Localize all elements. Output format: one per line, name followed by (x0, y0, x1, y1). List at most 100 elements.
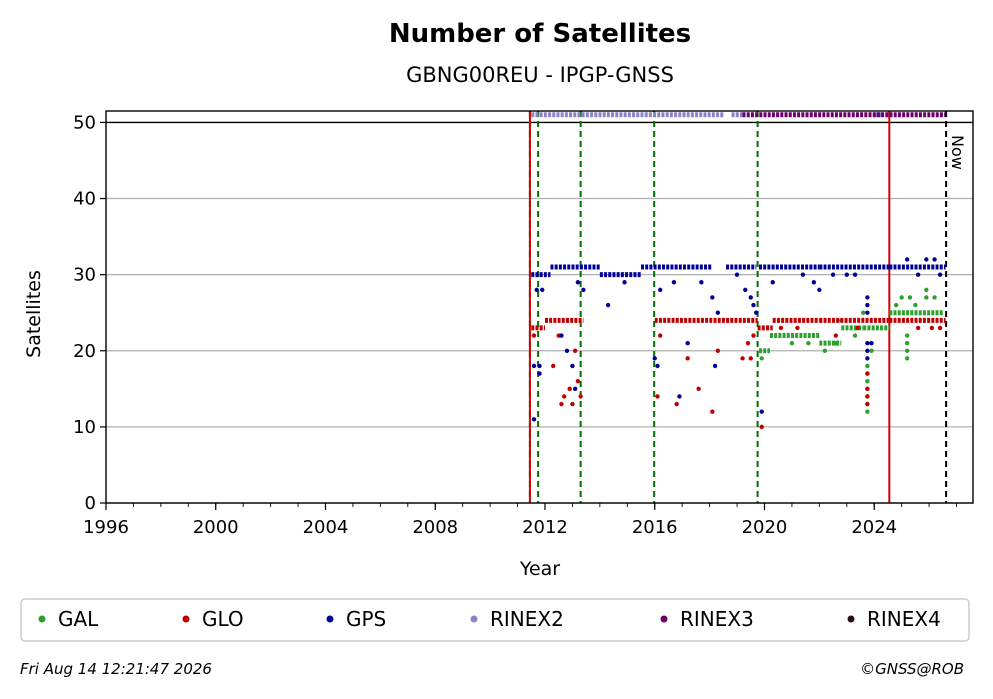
y-tick-label-30: 30 (73, 265, 96, 286)
y-tick-label-20: 20 (73, 341, 96, 362)
data-point-glo (578, 394, 583, 399)
legend-label-gal: GAL (58, 607, 99, 631)
axes: 0 10 20 30 40 50 1996 2000 2004 2008 2012 2016 2020 2… (73, 110, 974, 538)
data-point-glo (865, 386, 870, 392)
data-point-glo (715, 348, 721, 353)
x-tick-label-2000: 2000 (193, 517, 239, 538)
data-point-gal (907, 295, 913, 300)
data-point-gps (677, 394, 682, 399)
legend-label-gps: GPS (346, 607, 386, 631)
legend-marker-glo (182, 615, 190, 623)
data-point-glo (865, 401, 870, 407)
data-point-gps (710, 295, 715, 300)
y-axis-label: Satellites (23, 270, 45, 358)
data-point-gps (932, 257, 937, 262)
data-point-gps (852, 272, 858, 277)
legend-label-rinex3: RINEX3 (680, 607, 754, 631)
data-point-gal (789, 340, 795, 346)
data-point-glo (795, 325, 800, 331)
y-tick-label-50: 50 (73, 112, 96, 133)
legend-marker-rinex4 (847, 615, 855, 623)
legend-item-gps: GPS (326, 607, 386, 631)
data-point-glo (710, 409, 715, 414)
data-point-gps (531, 363, 537, 369)
data-point-gps (534, 287, 539, 293)
data-point-glo (655, 394, 660, 399)
footer-timestamp: Fri Aug 14 12:21:47 2026 (20, 660, 212, 678)
chart-title: Number of Satellites (389, 19, 691, 49)
data-point-glo (865, 394, 870, 399)
data-point-gps (754, 310, 759, 315)
data-point-gps (770, 280, 775, 285)
grid-lines (106, 121, 973, 504)
data-point-gal (759, 356, 764, 361)
data-point-gal (904, 333, 910, 338)
legend-label-rinex4: RINEX4 (867, 607, 941, 631)
data-point-glo (696, 386, 701, 392)
data-point-glo (915, 325, 921, 331)
data-point-glo (745, 340, 751, 346)
data-point-gps (865, 302, 870, 308)
legend: GAL GLO GPS RINEX2 RINEX3 RINEX4 (20, 598, 970, 642)
data-point-gal (913, 302, 918, 308)
x-tick-label-1996: 1996 (83, 517, 129, 538)
data-point-gal (924, 295, 929, 300)
series-gal (758, 287, 943, 414)
data-point-gps (865, 295, 870, 300)
legend-marker-gps (326, 615, 334, 623)
data-point-gps (715, 310, 721, 315)
data-point-gal (865, 363, 870, 369)
data-point-gps (800, 272, 806, 277)
y-tick-label-10: 10 (73, 417, 96, 438)
data-point-gps (581, 287, 586, 293)
data-point-glo (929, 325, 935, 331)
legend-item-rinex3: RINEX3 (660, 607, 754, 631)
data-point-gps (570, 363, 575, 369)
data-point-glo (751, 333, 756, 338)
data-point-glo (531, 333, 537, 338)
data-point-gps (685, 340, 690, 346)
data-point-gal (904, 348, 910, 353)
plot-frame (105, 110, 974, 504)
x-tick-label-2008: 2008 (412, 517, 458, 538)
data-point-gps (924, 257, 929, 262)
data-point-glo (559, 401, 564, 407)
x-tick-label-2012: 2012 (522, 517, 568, 538)
data-point-glo (740, 356, 745, 361)
data-point-gps (572, 386, 578, 392)
legend-label-glo: GLO (202, 607, 244, 631)
legend-item-glo: GLO (182, 607, 244, 631)
data-point-glo (833, 333, 839, 338)
data-point-gal (899, 295, 904, 300)
y-tick-label-0: 0 (85, 493, 96, 514)
data-point-glo (855, 325, 860, 331)
legend-marker-rinex2 (470, 615, 478, 623)
legend-marker-rinex3 (660, 615, 668, 623)
data-point-glo (748, 356, 753, 361)
data-point-gps (904, 257, 910, 262)
data-point-gps (915, 272, 921, 277)
data-point-gal (904, 340, 910, 346)
data-point-gps (699, 280, 704, 285)
data-point-gps (817, 287, 822, 293)
data-point-gal (852, 333, 858, 338)
data-point-gps (559, 333, 564, 338)
data-point-glo (759, 424, 764, 430)
data-point-gps (734, 272, 740, 277)
data-point-glo (551, 363, 556, 369)
x-tick-label-2024: 2024 (851, 517, 897, 538)
x-axis-label: Year (519, 558, 560, 580)
data-point-gps (743, 287, 748, 293)
data-point-gps (937, 272, 943, 277)
data-point-gps (671, 280, 677, 285)
legend-item-rinex4: RINEX4 (847, 607, 941, 631)
data-point-gps (865, 340, 870, 346)
data-point-glo (570, 401, 575, 407)
data-point-gal (904, 356, 910, 361)
data-point-gps (865, 348, 870, 353)
legend-box (20, 598, 970, 642)
legend-item-gal: GAL (38, 607, 99, 631)
data-point-gps (655, 363, 660, 369)
data-point-glo (658, 333, 663, 338)
data-point-gps (531, 417, 537, 422)
